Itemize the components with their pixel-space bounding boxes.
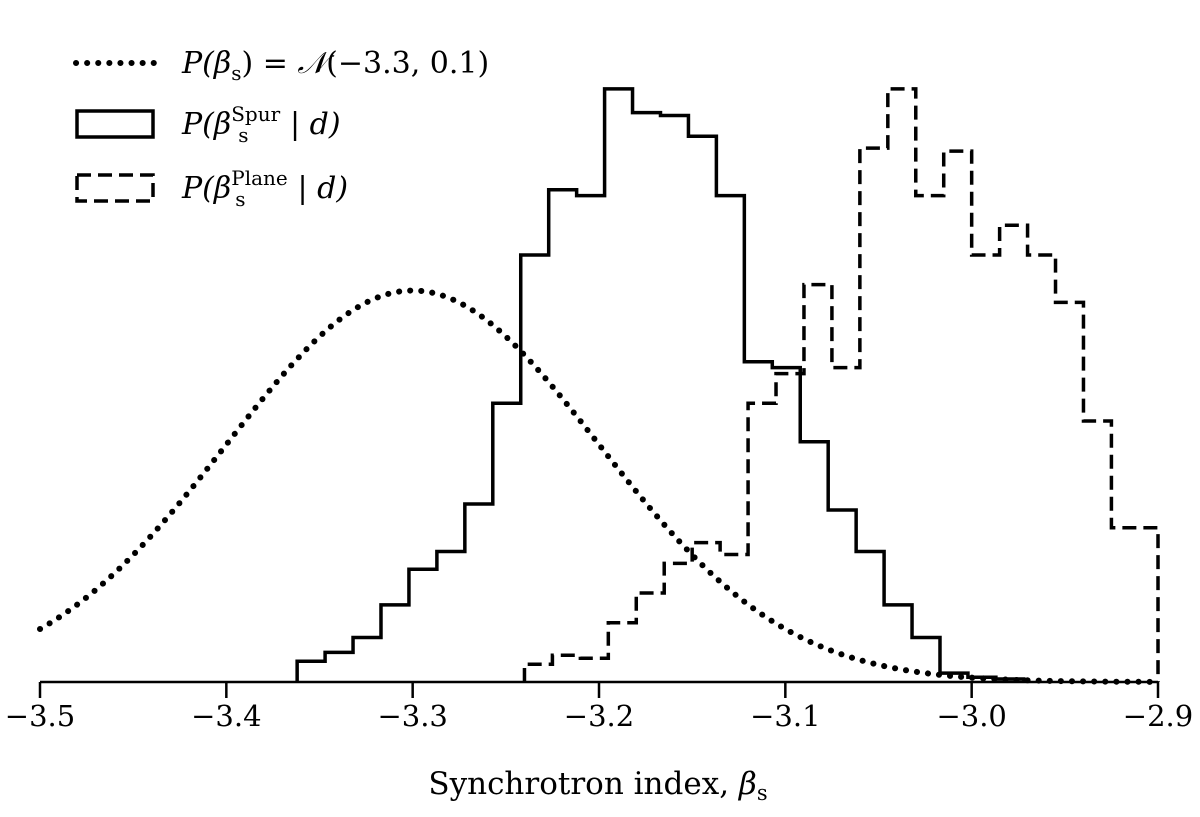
x-tick-label: −3.1 <box>750 699 820 733</box>
legend-text-pre: P( <box>181 46 215 81</box>
legend-swatch-plane <box>75 173 155 203</box>
legend-text-pre: P( <box>181 171 215 206</box>
legend-text-pre: P( <box>181 107 215 142</box>
legend-text-post: | d) <box>280 107 340 142</box>
x-tick-label: −3.5 <box>5 699 75 733</box>
x-tick-label: −2.9 <box>1123 699 1193 733</box>
legend-superscript: Plane <box>231 166 288 190</box>
x-tick-label: −3.3 <box>377 699 447 733</box>
legend-entry-label: P(βPlane s | d) <box>181 166 348 211</box>
legend-subscript: s <box>231 61 241 85</box>
series-plane-histogram <box>522 87 1160 682</box>
legend-beta-symbol: β <box>213 46 231 81</box>
x-tick-label: −3.0 <box>936 699 1006 733</box>
legend-superscript: Spur <box>231 102 280 126</box>
x-axis-label-symbol: β <box>738 766 757 802</box>
legend-text-post: ) = <box>242 46 298 81</box>
x-axis-label: Synchrotron index, βs <box>428 766 767 805</box>
legend-subscript: s <box>238 123 248 147</box>
series-spur-histogram <box>295 87 1026 682</box>
legend-beta-symbol: β <box>213 171 231 206</box>
legend-text-post: | d) <box>288 171 348 206</box>
legend-entry-label: P(βs) = 𝒩(−3.3, 0.1) <box>181 46 489 85</box>
legend-entry-label: P(βSpur s | d) <box>181 102 341 147</box>
x-tick-label: −3.4 <box>191 699 261 733</box>
legend: P(βs) = 𝒩(−3.3, 0.1)P(βSpur s | d)P(βPlan… <box>73 46 489 211</box>
x-tick-label: −3.2 <box>564 699 634 733</box>
x-axis-label-subscript: s <box>757 781 768 805</box>
series-prior-curve <box>37 287 1161 685</box>
plot-area <box>37 87 1161 685</box>
x-axis-ticks: −3.5 −3.4 −3.3 −3.2 −3.1 −3.0 −2.9 <box>5 682 1193 733</box>
legend-swatch-spur <box>75 109 155 139</box>
legend-args: (−3.3, 0.1) <box>326 46 489 81</box>
x-axis-label-main: Synchrotron index, <box>428 766 729 802</box>
legend-subscript: s <box>235 187 245 211</box>
legend-beta-symbol: β <box>213 107 231 142</box>
